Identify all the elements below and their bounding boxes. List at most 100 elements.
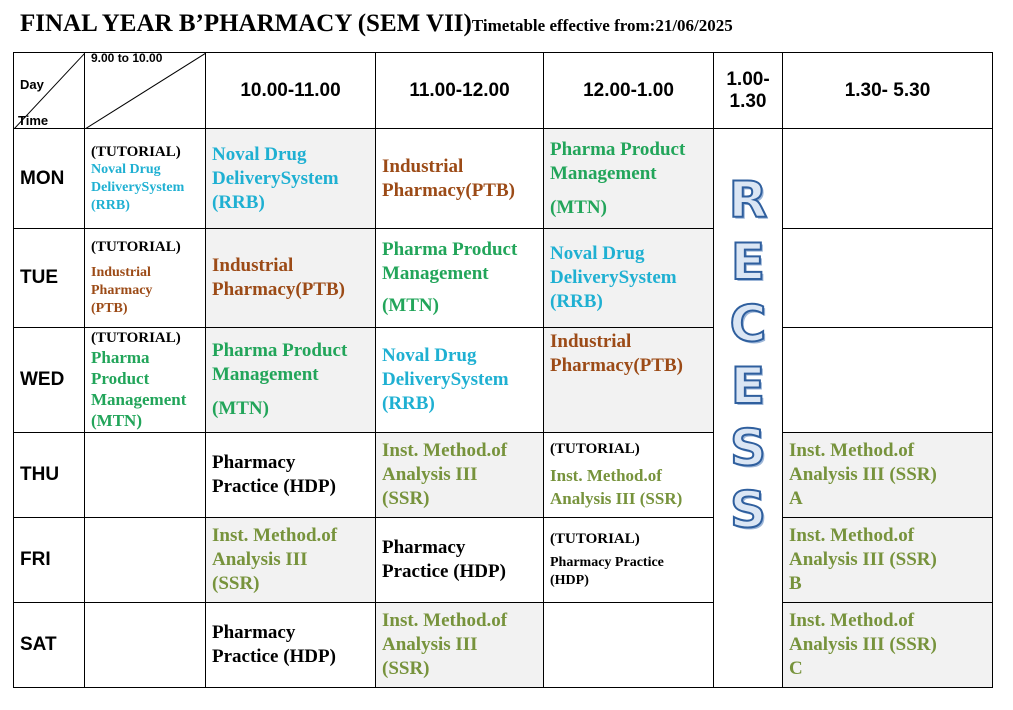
subject-line: Pharma Product xyxy=(212,340,348,361)
thu-tutorial-cell xyxy=(84,432,206,518)
faculty-code: (HDP) xyxy=(550,573,589,588)
row-mon: MON (TUTORIAL) Noval Drug DeliverySystem… xyxy=(13,128,993,688)
row-wed: WED (TUTORIAL) Pharma Product Management… xyxy=(13,327,993,433)
recess-letter: R xyxy=(728,170,769,230)
mon-slot3-cell: Industrial Pharmacy(PTB) xyxy=(375,128,544,229)
timetable: Day Time 9.00 to 10.00 10.00-11.00 11.00… xyxy=(13,52,993,688)
recess-letters: R E C E S S xyxy=(715,130,782,542)
sat-slot2-cell: Pharmacy Practice (HDP) xyxy=(205,602,376,688)
subject-line: Pharma xyxy=(91,348,150,367)
day-tue: TUE xyxy=(13,228,85,328)
slot1-label: 9.00 to 10.00 xyxy=(91,52,163,66)
day-fri: FRI xyxy=(13,517,85,603)
faculty-code: (RRB) xyxy=(212,191,265,213)
fri-tutorial-cell xyxy=(84,517,206,603)
faculty-code: (RRB) xyxy=(91,197,130,213)
day-mon: MON xyxy=(13,128,85,229)
tutorial-label: (TUTORIAL) xyxy=(91,143,181,160)
timetable-title: FINAL YEAR B’PHARMACY (SEM VII)Timetable… xyxy=(20,10,733,38)
subject-line: Pharmacy(PTB) xyxy=(212,279,345,300)
wed-slot2-cell: Pharma Product Management (MTN) xyxy=(205,327,376,433)
subject-line: Pharmacy Practice xyxy=(550,555,664,570)
header-slot-6: 1.30- 5.30 xyxy=(782,52,993,129)
faculty-code: (MTN) xyxy=(212,398,269,419)
thu-slot4-cell: (TUTORIAL) Inst. Method.of Analysis III … xyxy=(543,432,714,518)
corner-diagonal xyxy=(14,53,84,128)
subject-line: Analysis III (SSR) xyxy=(789,549,937,570)
day-wed: WED xyxy=(13,327,85,433)
thu-slot2-cell: Pharmacy Practice (HDP) xyxy=(205,432,376,518)
subject-line: DeliverySystem xyxy=(550,267,677,288)
subject-line: Inst. Method.of xyxy=(382,440,508,461)
corner-cell: Day Time xyxy=(13,52,85,129)
row-fri: FRI Inst. Method.of Analysis III (SSR) P… xyxy=(13,517,993,603)
batch-label: B xyxy=(789,573,802,594)
mon-tutorial-cell: (TUTORIAL) Noval Drug DeliverySystem (RR… xyxy=(84,128,206,229)
subject-line: DeliverySystem xyxy=(91,179,185,195)
faculty-code: (PTB) xyxy=(91,301,128,316)
subject-line: Inst. Method.of xyxy=(789,440,915,461)
slot1-diagonal xyxy=(86,53,205,128)
sat-slot6-cell: Inst. Method.of Analysis III (SSR) C xyxy=(782,602,993,688)
mon-slot6-cell xyxy=(782,128,993,229)
recess-column: R E C E S S xyxy=(713,128,783,688)
subject-line: Management xyxy=(91,390,187,409)
subject-line: Inst. Method.of xyxy=(789,610,915,631)
subject-line: Noval Drug xyxy=(91,161,161,177)
tutorial-label: (TUTORIAL) xyxy=(91,330,181,346)
faculty-code: (MTN) xyxy=(382,295,439,316)
day-sat: SAT xyxy=(13,602,85,688)
sat-tutorial-cell xyxy=(84,602,206,688)
thu-slot3-cell: Inst. Method.of Analysis III (SSR) xyxy=(375,432,544,518)
day-thu: THU xyxy=(13,432,85,518)
faculty-code: (RRB) xyxy=(550,291,603,312)
faculty-code: (SSR) xyxy=(382,658,430,679)
faculty-code: (MTN) xyxy=(91,411,142,430)
subject-line: Management xyxy=(550,162,657,184)
wed-slot6-cell xyxy=(782,327,993,433)
recess-letter: E xyxy=(730,232,766,292)
sat-slot3-cell: Inst. Method.of Analysis III (SSR) xyxy=(375,602,544,688)
tutorial-label: (TUTORIAL) xyxy=(91,239,181,255)
subject-line: Analysis III xyxy=(382,634,478,655)
subject-line: Noval Drug xyxy=(212,143,307,165)
day-label: Day xyxy=(20,77,44,92)
subject-line: Industrial xyxy=(550,331,632,352)
subject-line: Pharmacy xyxy=(382,537,466,558)
tutorial-label: (TUTORIAL) xyxy=(550,531,640,547)
subject-line: Practice (HDP) xyxy=(212,646,336,667)
recess-letter: S xyxy=(729,480,767,540)
tue-slot2-cell: Industrial Pharmacy(PTB) xyxy=(205,228,376,328)
faculty-code: (MTN) xyxy=(550,196,607,218)
wed-slot3-cell: Noval Drug DeliverySystem (RRB) xyxy=(375,327,544,433)
subject-line: Management xyxy=(382,263,489,284)
subject-line: Pharmacy xyxy=(212,622,296,643)
row-thu: THU Pharmacy Practice (HDP) Inst. Method… xyxy=(13,432,993,518)
subject-line: Industrial xyxy=(382,155,464,177)
subject-line: Pharma Product xyxy=(550,138,686,160)
subject-line: Analysis III (SSR) xyxy=(550,489,683,508)
page-title: FINAL YEAR B’PHARMACY (SEM VII) xyxy=(20,10,472,37)
subject-line: Practice (HDP) xyxy=(382,561,506,582)
wed-tutorial-cell: (TUTORIAL) Pharma Product Management (MT… xyxy=(84,327,206,433)
subject-line: Industrial xyxy=(91,265,151,280)
row-tue: TUE (TUTORIAL) Industrial Pharmacy (PTB)… xyxy=(13,228,993,328)
wed-slot4-cell: Industrial Pharmacy(PTB) xyxy=(543,327,714,433)
header-slot-1: 9.00 to 10.00 xyxy=(84,52,206,129)
thu-slot6-cell: Inst. Method.of Analysis III (SSR) A xyxy=(782,432,993,518)
header-slot-2: 10.00-11.00 xyxy=(205,52,376,129)
batch-label: C xyxy=(789,658,803,679)
mon-slot4-cell: Pharma Product Management (MTN) xyxy=(543,128,714,229)
header-slot-3: 11.00-12.00 xyxy=(375,52,544,129)
subject-line: DeliverySystem xyxy=(212,167,339,189)
subject-line: Inst. Method.of xyxy=(212,525,338,546)
time-label: Time xyxy=(18,113,49,128)
fri-slot6-cell: Inst. Method.of Analysis III (SSR) B xyxy=(782,517,993,603)
subject-line: Analysis III (SSR) xyxy=(789,634,937,655)
subject-line: Management xyxy=(212,364,319,385)
subject-line: Inst. Method.of xyxy=(382,610,508,631)
subject-line: Practice (HDP) xyxy=(212,476,336,497)
subject-line: DeliverySystem xyxy=(382,369,509,390)
faculty-code: (RRB) xyxy=(382,393,435,414)
batch-label: A xyxy=(789,488,803,509)
